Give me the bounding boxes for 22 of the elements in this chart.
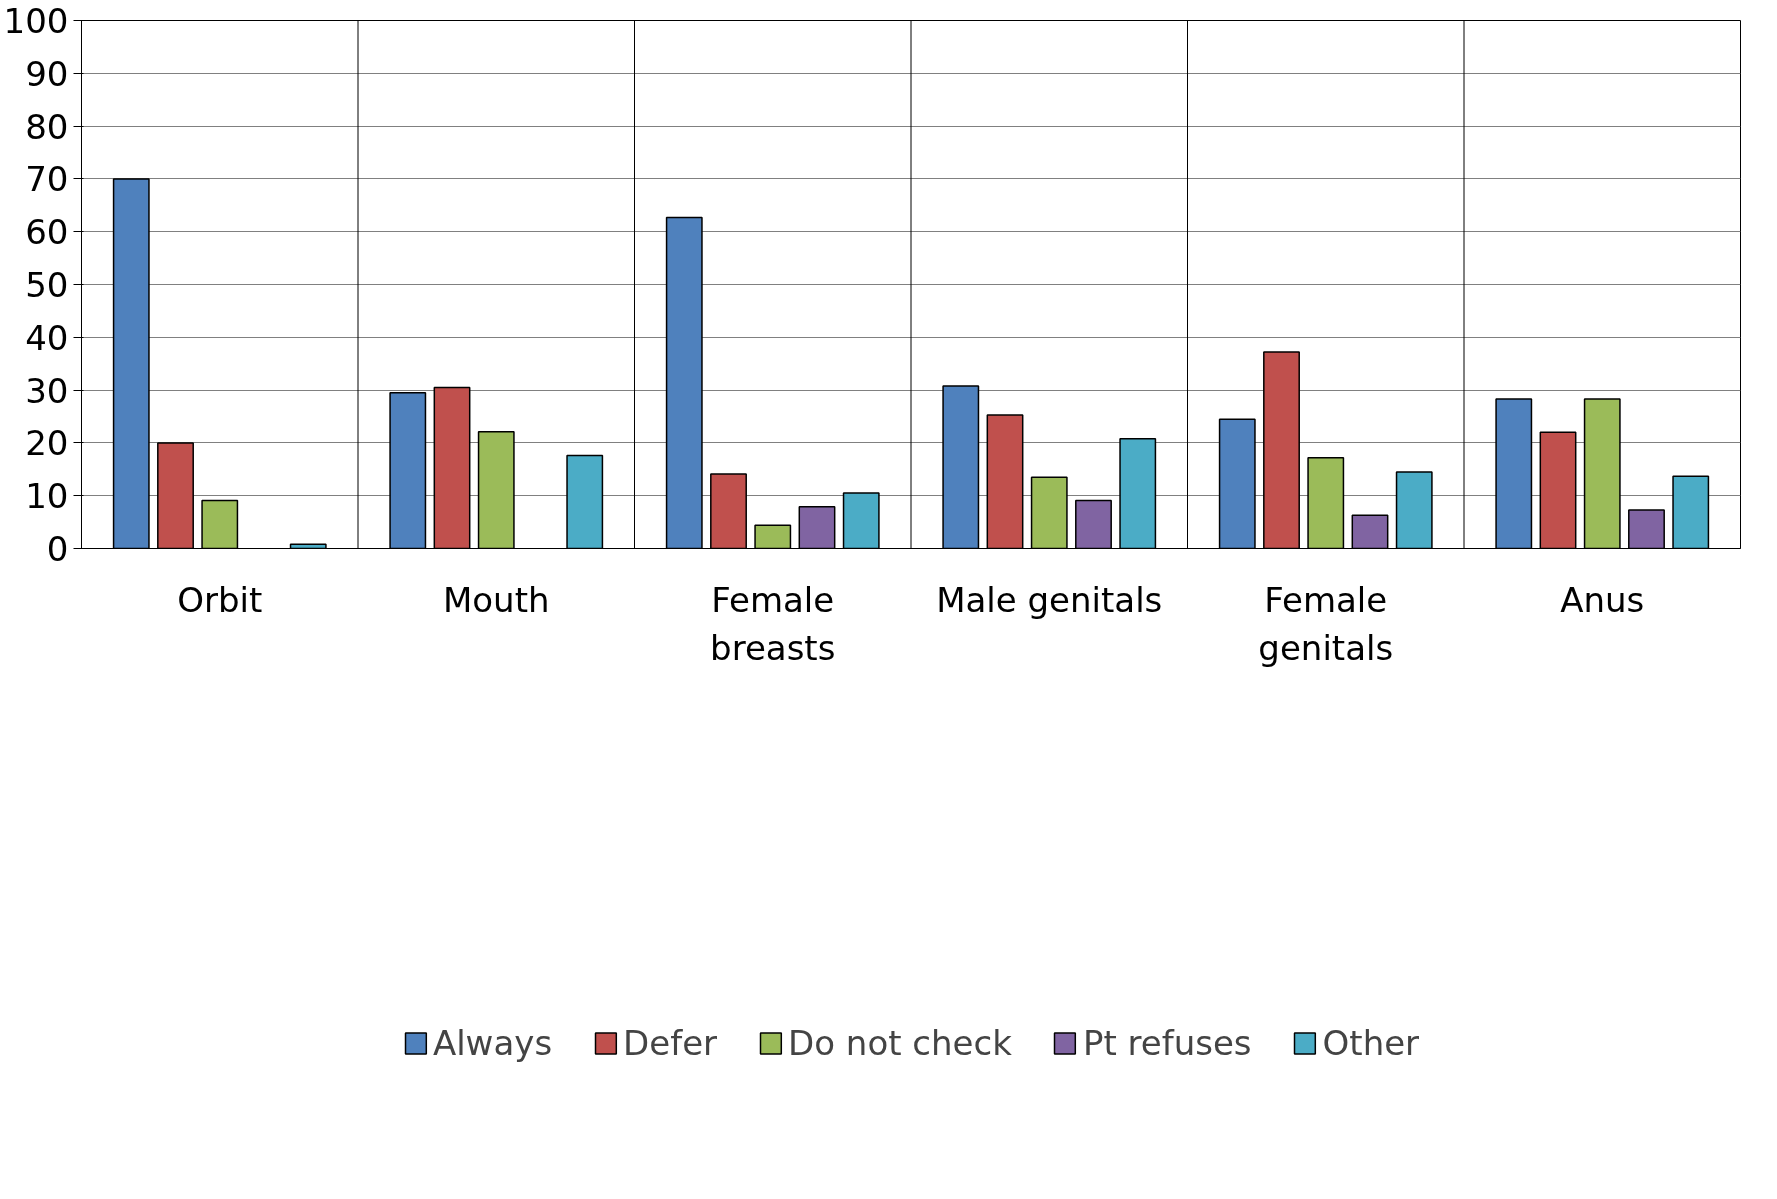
- y-tick-label: 20: [25, 423, 69, 464]
- y-tick-label: 70: [25, 159, 69, 200]
- y-tick-label: 90: [25, 53, 69, 94]
- x-tick-label: Female breasts: [710, 579, 836, 668]
- y-tick-label: 30: [25, 370, 69, 411]
- x-tick-label: Mouth: [442, 579, 550, 620]
- legend-label: Always: [432, 1022, 553, 1063]
- y-tick-label: 80: [25, 106, 69, 147]
- x-tick-label: Female genitals: [1258, 579, 1394, 668]
- x-tick-label: Anus: [1560, 579, 1645, 620]
- x-tick-label: Orbit: [177, 579, 263, 620]
- legend-label: Do not check: [788, 1022, 1012, 1063]
- y-tick-label: 60: [25, 212, 69, 253]
- y-tick-label: 40: [25, 317, 69, 358]
- legend-label: Defer: [623, 1022, 718, 1063]
- legend-label: Other: [1322, 1022, 1420, 1063]
- y-tick-label: 0: [46, 529, 69, 569]
- legend-label: Pt refuses: [1082, 1022, 1252, 1063]
- y-tick-label: 50: [25, 265, 69, 305]
- y-tick-label: 100: [3, 1, 69, 41]
- y-tick-label: 10: [25, 476, 69, 517]
- x-tick-label: Male genitals: [936, 579, 1163, 620]
